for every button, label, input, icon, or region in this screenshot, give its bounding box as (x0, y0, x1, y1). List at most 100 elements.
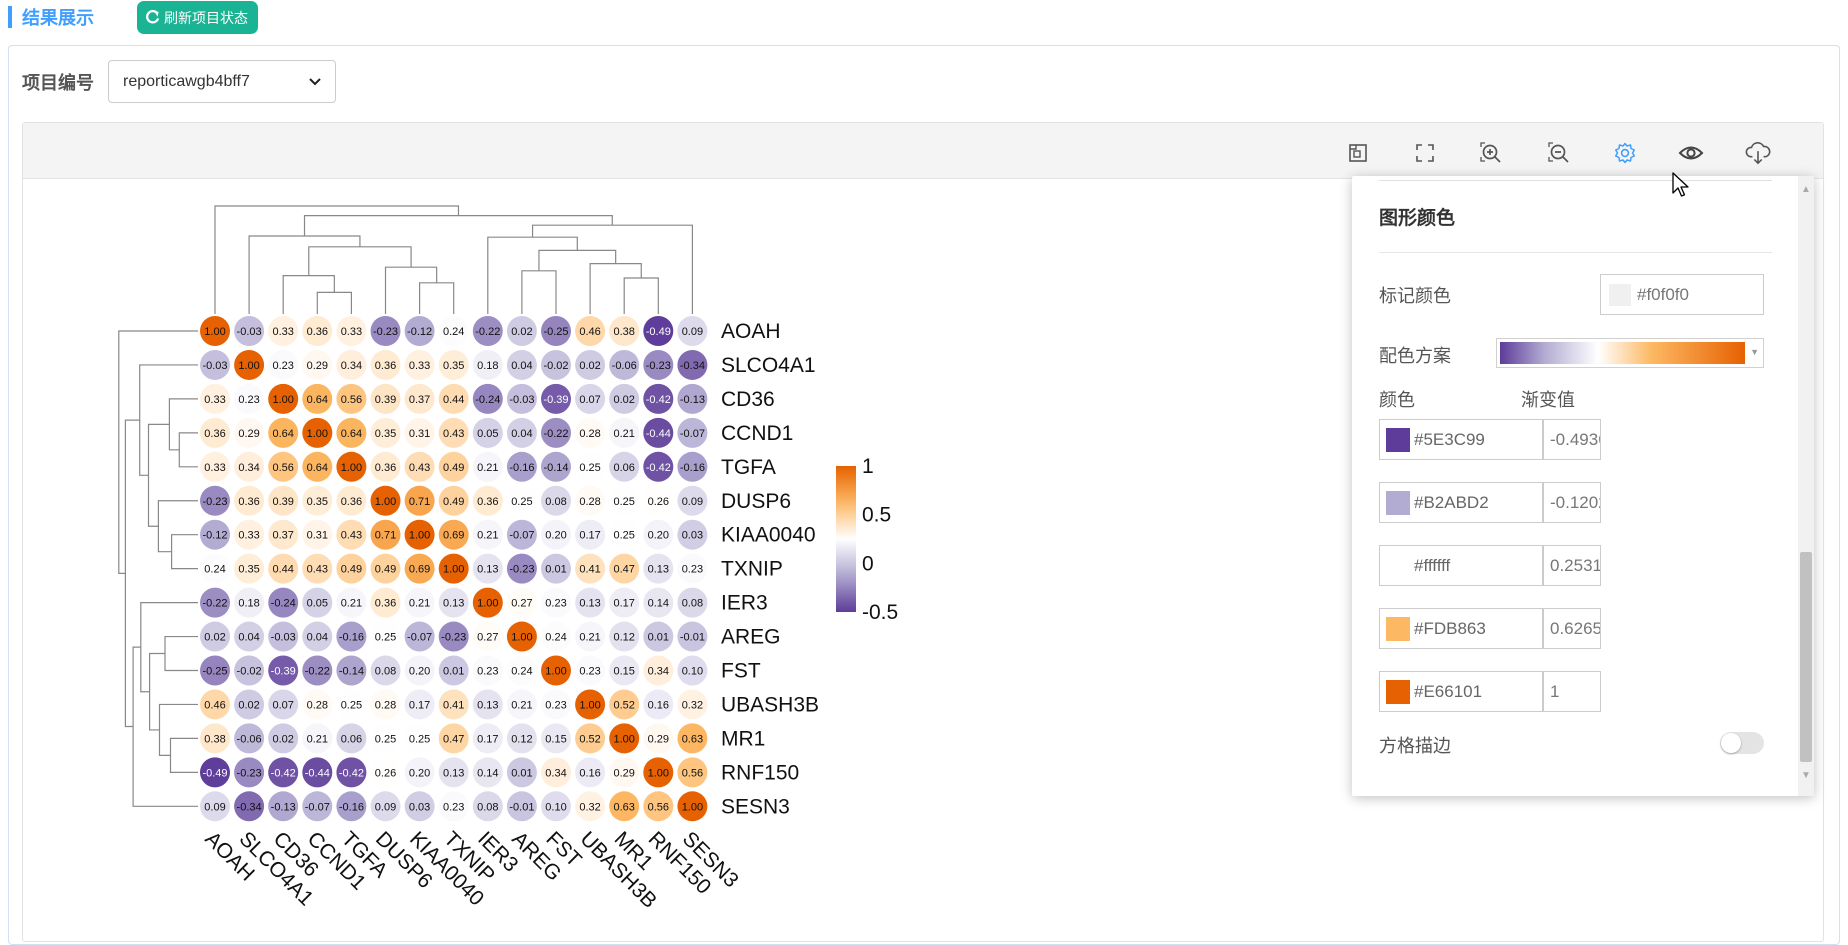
cell-circle (200, 689, 230, 720)
color-stop-color-input[interactable]: #5E3C99 (1379, 419, 1543, 460)
color-stop-value-input[interactable]: -0.4936 (1543, 419, 1601, 460)
cell-circle (200, 316, 230, 346)
refresh-project-status-button[interactable]: 刷新项目状态 (137, 1, 258, 34)
cell-value-label: 1.00 (307, 428, 328, 440)
color-stop-color-input[interactable]: #ffffff (1379, 545, 1543, 586)
legend-color-bar (836, 466, 856, 612)
cell-circle (336, 519, 367, 550)
color-stop-color-input[interactable]: #B2ABD2 (1379, 482, 1543, 523)
cell-circle (234, 791, 265, 822)
row-dendrogram-branch (158, 703, 198, 756)
heatmap-cell: -0.13 (268, 791, 299, 822)
cell-value-label: 0.07 (579, 394, 600, 406)
cell-value-label: 0.49 (443, 462, 464, 474)
gradient-column-label: 渐变值 (1521, 390, 1575, 410)
cell-circle (404, 587, 435, 618)
cell-circle (234, 553, 265, 584)
heatmap-cell: 0.71 (370, 519, 401, 550)
cell-border-toggle[interactable] (1720, 732, 1764, 754)
cell-value-label: 0.23 (545, 598, 566, 610)
heatmap-cells: 1.00 -0.03 0.33 0.36 0.33 -0.23 -0.12 0.24 -0.22… (200, 316, 708, 822)
cell-value-label: 0.06 (613, 462, 634, 474)
heatmap-cell: 0.24 (506, 655, 537, 686)
cell-circle (609, 417, 640, 448)
cell-circle (677, 723, 708, 754)
cell-circle (472, 316, 503, 346)
cell-circle (643, 655, 674, 686)
cell-circle (438, 316, 469, 346)
scroll-down-icon[interactable]: ▼ (1801, 770, 1811, 781)
heatmap-cell: -0.34 (234, 791, 265, 822)
panel-scrollbar-thumb[interactable] (1800, 552, 1812, 762)
project-select[interactable]: reporticawgb4bff7 (108, 60, 336, 103)
download-icon[interactable] (1745, 140, 1771, 166)
heatmap-cell: 0.33 (234, 519, 265, 550)
cell-value-label: -0.23 (646, 360, 671, 372)
heatmap-cell: 0.38 (609, 316, 640, 346)
heatmap-cell: 0.13 (575, 587, 606, 618)
color-stop-color-input[interactable]: #FDB863 (1379, 608, 1543, 649)
cell-circle (506, 553, 537, 584)
heatmap-cell: 0.34 (234, 451, 265, 482)
panel-divider (1379, 252, 1772, 253)
color-stop-value-input[interactable]: 0.62655 (1543, 608, 1601, 649)
color-stop-value-input[interactable]: 1 (1543, 671, 1601, 712)
heatmap-cell: 0.63 (677, 723, 708, 754)
heatmap-cell: 0.10 (541, 791, 571, 822)
heatmap-cell: 0.01 (438, 655, 469, 686)
restore-icon[interactable] (1345, 140, 1371, 166)
heatmap-cell: 0.36 (370, 451, 401, 482)
cell-circle (370, 519, 401, 550)
heatmap-cell: 0.25 (506, 485, 537, 516)
cell-value-label: 0.43 (341, 530, 362, 542)
cell-circle (506, 417, 537, 448)
cell-circle (438, 587, 469, 618)
marker-color-value: #f0f0f0 (1637, 284, 1689, 304)
heatmap-cell: -0.34 (677, 349, 708, 380)
cell-value-label: 0.71 (375, 530, 396, 542)
cell-circle (541, 485, 571, 516)
heatmap-cell: 1.00 (506, 621, 537, 652)
preview-icon[interactable] (1678, 140, 1704, 166)
cell-value-label: 0.15 (545, 733, 566, 745)
cell-value-label: 0.34 (648, 666, 669, 678)
cell-value-label: 1.00 (238, 360, 259, 372)
color-stop-value-input[interactable]: 0.25310 (1543, 545, 1601, 586)
cell-value-label: 0.13 (477, 564, 498, 576)
heatmap-cell: 0.35 (302, 485, 333, 516)
settings-icon[interactable] (1612, 140, 1638, 166)
cell-circle (575, 689, 606, 720)
mouse-cursor-icon (1672, 172, 1689, 197)
heatmap-cell: 0.04 (234, 621, 265, 652)
cell-circle (370, 417, 401, 448)
column-dendrogram-branch (538, 249, 617, 271)
cell-value-label: -0.42 (646, 462, 671, 474)
heatmap-cell: 0.10 (677, 655, 708, 686)
heatmap-cell: 0.21 (575, 621, 606, 652)
scroll-up-icon[interactable]: ▲ (1801, 184, 1811, 195)
cell-value-label: 0.25 (341, 699, 362, 711)
color-scheme-select[interactable]: ▼ (1496, 338, 1764, 368)
cell-value-label: -0.01 (509, 801, 534, 813)
heatmap-cell: -0.44 (643, 417, 674, 448)
color-stop-color-input[interactable]: #E66101 (1379, 671, 1543, 712)
marker-color-input[interactable]: #f0f0f0 (1600, 274, 1764, 315)
cell-value-label: 0.21 (579, 632, 600, 644)
fullscreen-icon[interactable] (1412, 140, 1438, 166)
cell-circle (268, 485, 299, 516)
color-stop-value-input[interactable]: -0.1202 (1543, 482, 1601, 523)
heatmap-cell: 0.43 (336, 519, 367, 550)
cell-circle (302, 451, 333, 482)
cell-value-label: 0.23 (443, 801, 464, 813)
heatmap-cell: 0.21 (336, 587, 367, 618)
column-dendrogram-branch (308, 246, 412, 276)
cell-circle (268, 655, 299, 686)
cell-circle (268, 316, 299, 346)
cell-value-label: -0.03 (202, 360, 227, 372)
cell-circle (677, 587, 708, 618)
heatmap-cell: 0.69 (404, 553, 435, 584)
cell-value-label: 0.43 (409, 462, 430, 474)
zoom-out-icon[interactable] (1546, 140, 1572, 166)
zoom-in-icon[interactable] (1478, 140, 1504, 166)
cell-value-label: 0.28 (579, 428, 600, 440)
